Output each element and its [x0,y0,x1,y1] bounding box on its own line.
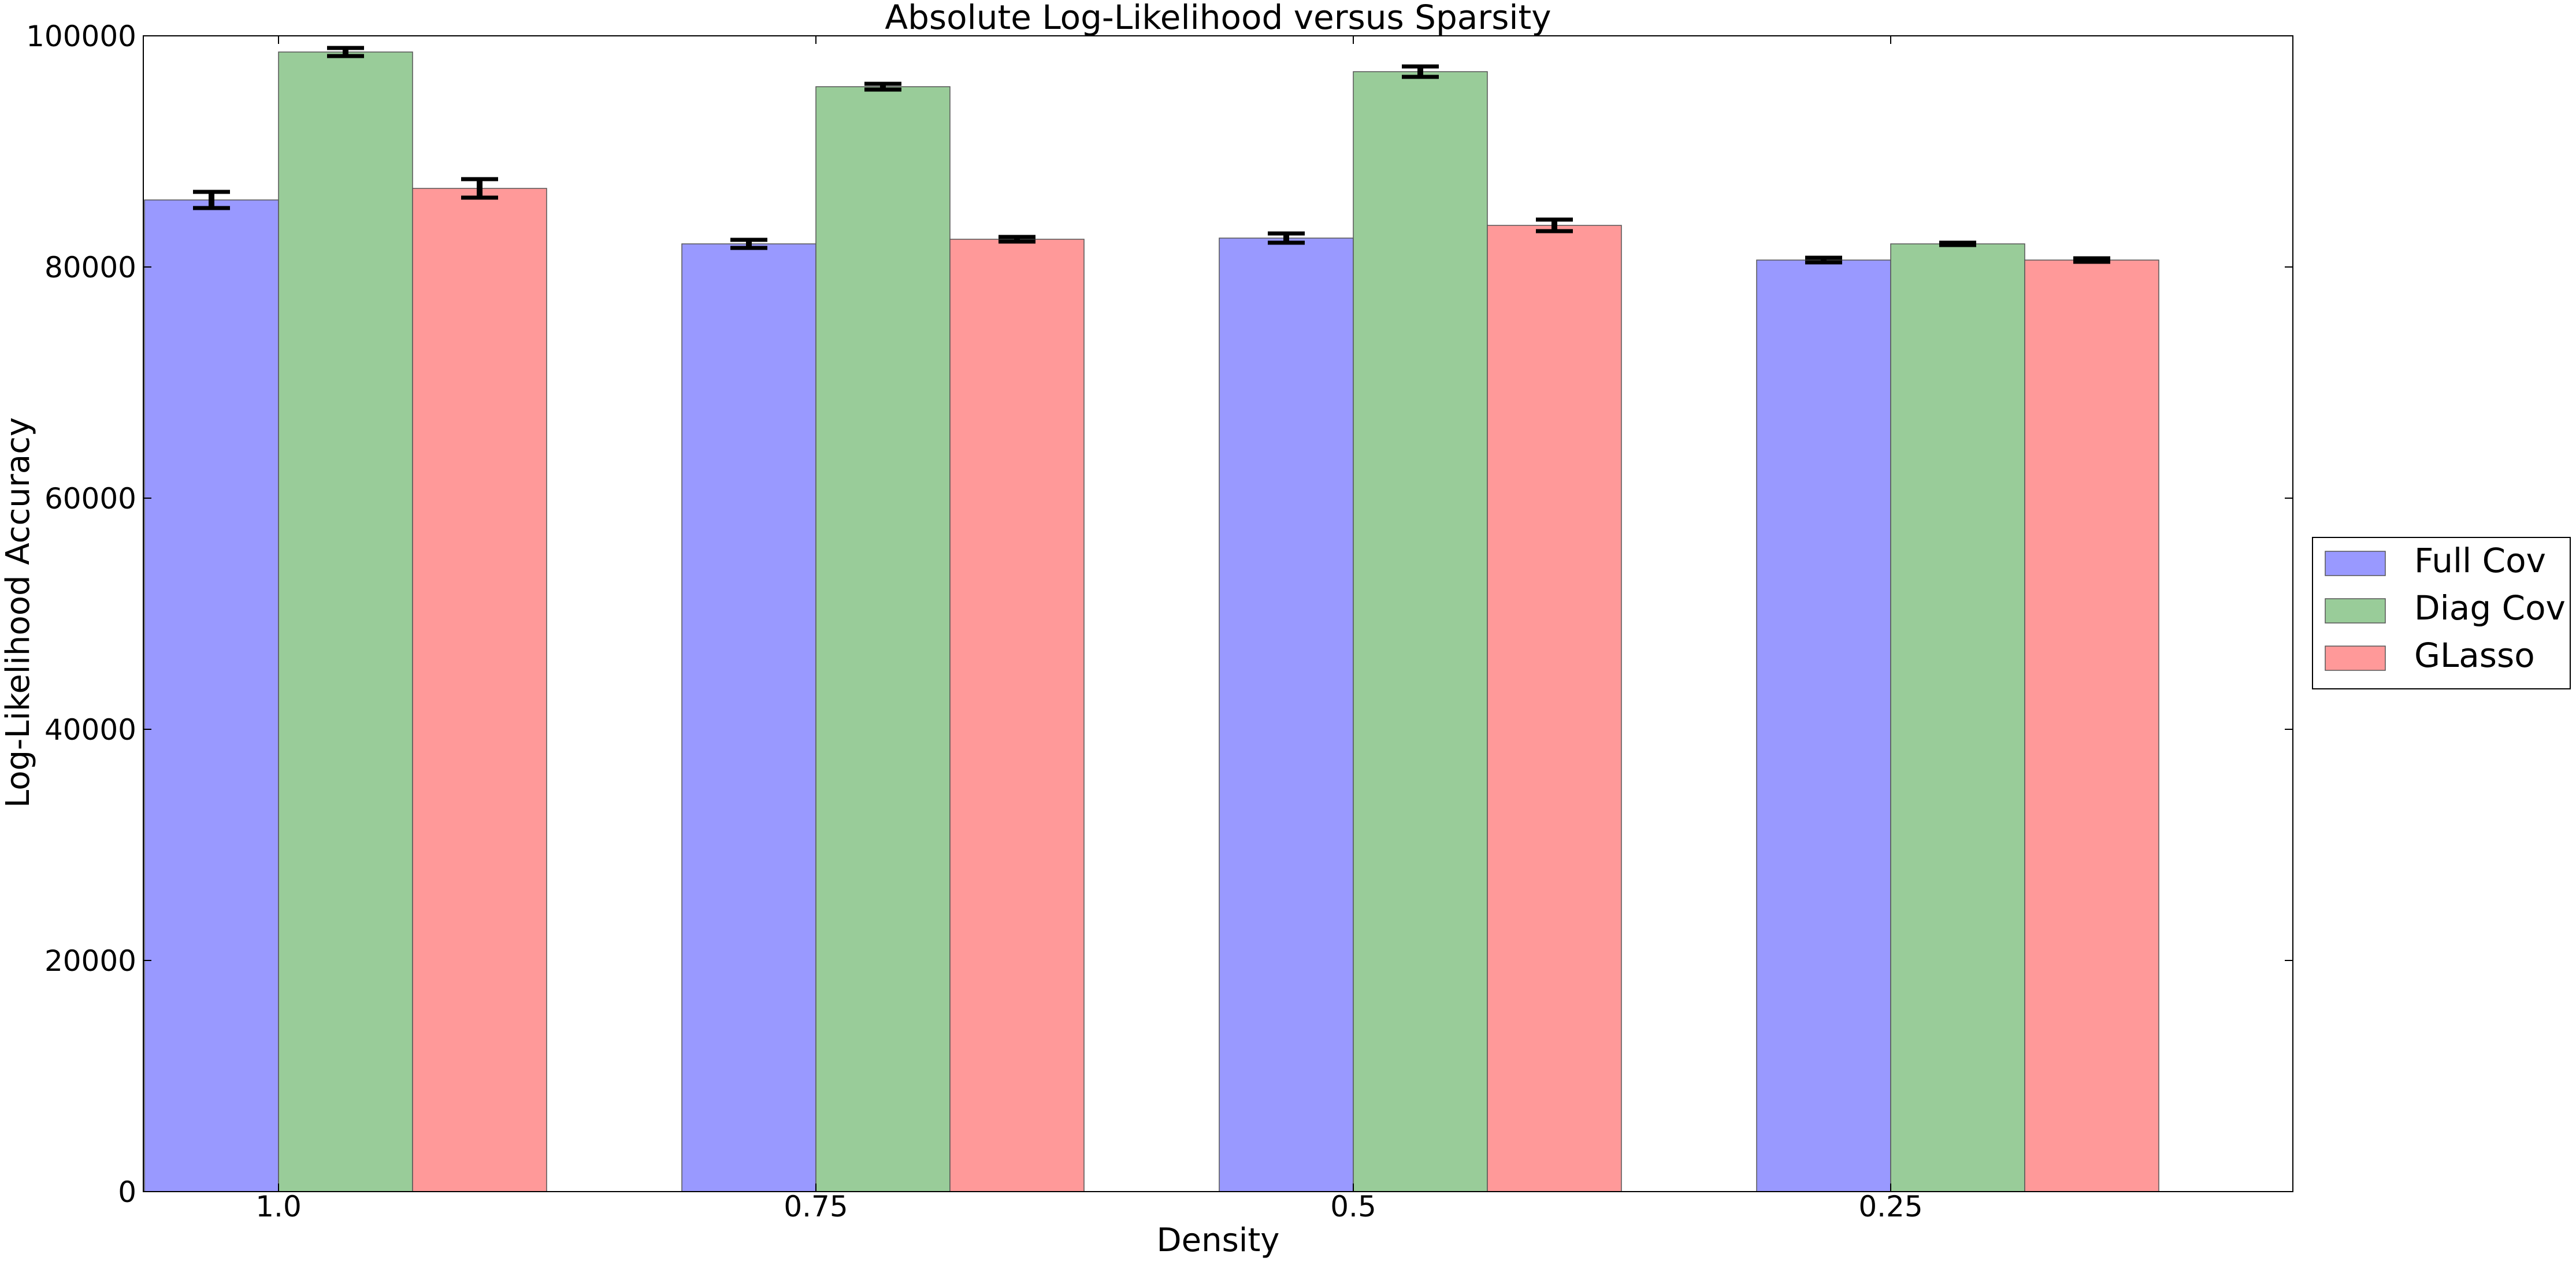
bar [1353,71,1488,1192]
legend-swatch [2325,598,2386,624]
bar [949,239,1085,1192]
bar [681,243,816,1192]
x-tick-label: 0.75 [784,1190,848,1223]
bar [1219,238,1354,1192]
x-tick-label: 1.0 [255,1190,302,1223]
bar [278,51,413,1192]
bar [144,199,279,1192]
y-axis-ticks: 0 20000 40000 60000 80000 100000 [26,20,2293,1209]
bar [412,188,547,1192]
y-tick-label: 0 [118,1175,136,1209]
plot-area-frame [143,35,2293,1192]
chart-title: Absolute Log-Likelihood versus Sparsity [885,0,1551,37]
legend-swatch [2325,551,2386,576]
bar [815,86,951,1192]
bar [2024,259,2159,1192]
bars-layer [144,51,2159,1192]
legend-swatch [2325,646,2386,671]
y-tick-label: 40000 [44,713,136,747]
legend: Full Cov Diag Cov GLasso [2312,537,2571,689]
legend-label: GLasso [2414,636,2535,675]
y-tick-label: 100000 [26,20,136,53]
error-bars-layer [193,46,2110,265]
y-tick-label: 60000 [44,482,136,515]
x-axis-label: Density [1157,1222,1280,1259]
bar [1487,225,1622,1192]
x-tick-label: 0.25 [1858,1190,1922,1223]
bar [1756,259,1891,1192]
y-tick-label: 20000 [44,944,136,978]
legend-label: Full Cov [2414,541,2546,580]
legend-label: Diag Cov [2414,588,2566,628]
y-tick-label: 80000 [44,251,136,284]
x-axis-ticks: 1.0 0.75 0.5 0.25 [255,36,1923,1223]
bar [1890,243,2025,1192]
x-tick-label: 0.5 [1330,1190,1376,1223]
y-axis-label: Log-Likelihood Accuracy [0,417,37,808]
